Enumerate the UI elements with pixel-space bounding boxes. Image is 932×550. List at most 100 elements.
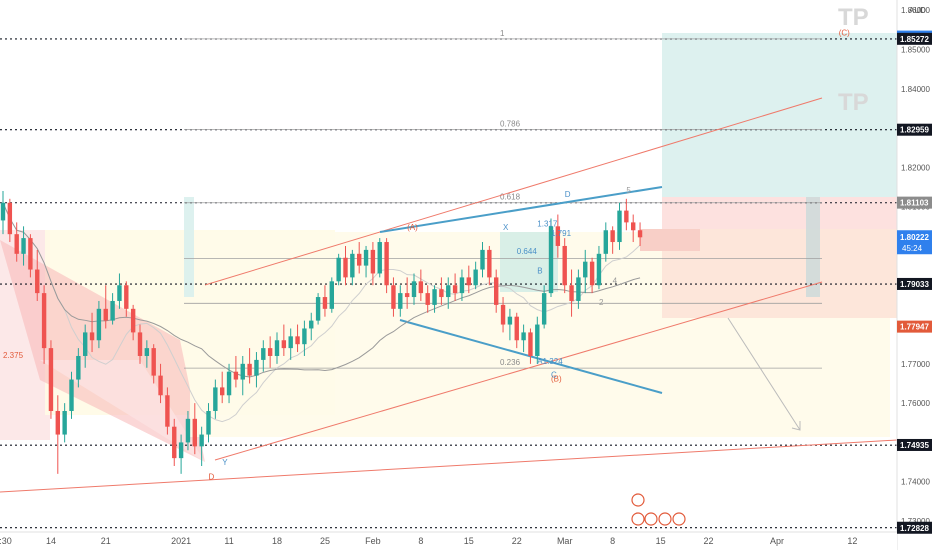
wave-label: A1.324 [537,357,563,366]
candle-body [459,277,465,294]
time-axis-bg [0,532,897,550]
wave-label: 2 [599,298,604,307]
wave-label: X [503,223,509,232]
tp-marks: TP TP [838,4,869,116]
candle-body [637,230,643,238]
candle-body [583,261,588,278]
candle-body [28,238,33,270]
candle-body [404,293,410,298]
candle-body [35,269,40,294]
diagonal-lower-blue [399,319,663,394]
price-tag: 1.79033 [897,277,932,290]
candle-body [130,308,136,333]
candle-body [521,332,526,341]
channel-upper-red [204,97,823,286]
wave-label: C [551,371,557,380]
candle-body [213,387,218,411]
event-icon [631,493,645,507]
candle-body [315,297,321,321]
time-tick: 3:30 [0,536,12,546]
price-tick: 1.76000 [901,399,930,408]
candle-body [439,289,444,298]
price-tag: 1.74935 [897,438,932,451]
price-tick: 1.74000 [901,478,930,487]
time-tick: 8 [418,536,423,546]
price-tick: 1.77000 [901,360,930,369]
candle-body [158,375,163,396]
trend-channel [0,97,898,493]
candle-body [343,257,348,278]
long-support-red [0,439,898,493]
candle-body [124,285,129,309]
price-tag: 1.81103 [897,196,932,209]
time-axis[interactable]: 3:30 14 21 2021 11 18 25 Feb 8 15 22 Mar 8 15 22 Apr 12 [0,531,897,550]
price-tag-text: 1.82959 [900,126,929,135]
time-ticks: 3:30 14 21 2021 11 18 25 Feb 8 15 22 Mar 8 15 22 Apr 12 [0,536,857,546]
candle-body [398,293,403,309]
candle-body [69,379,74,411]
candle-body [535,324,540,356]
price-tag-text: 1.85272 [900,35,929,44]
event-icons[interactable] [631,493,686,526]
countdown-text: 45:24 [902,244,923,253]
projection-arrow [727,317,801,431]
candle-body [466,277,471,286]
candle-body [473,269,478,286]
candle-body [261,348,266,360]
price-tag-bg [897,277,932,290]
candle-body [199,434,204,447]
candle-body [569,285,574,301]
candle-body [391,285,396,309]
candle-body [89,332,95,341]
candle-body [110,300,115,321]
candle-body [21,238,26,254]
price-axis[interactable]: AUD 1.860001.850001.840001.830001.820001… [896,0,932,550]
candle-body [226,371,232,396]
wave-label: 2.375 [3,351,24,360]
candle-body [103,308,108,321]
candle-body [172,426,177,459]
candle-body [281,340,287,349]
candle-body [41,293,47,349]
wave-label: 0.644 [517,247,538,256]
candle-body [144,348,150,356]
candle-body [507,316,513,325]
candle-body [528,332,533,356]
harmonic-zone-blue [500,232,558,292]
wave-label: 5 [626,186,631,195]
price-axis-bg [897,0,932,550]
candle-body [446,285,451,298]
price-tag-text: 1.79033 [900,280,929,289]
candle-body [96,308,102,341]
price-tick: 1.85000 [901,46,930,55]
candle-body [562,245,567,286]
tp-label-top: TP [838,4,869,31]
candle-body [0,202,6,221]
price-tick: 1.84000 [901,85,930,94]
candle-body [192,418,197,447]
candle-body [384,242,389,286]
candles [0,190,643,474]
candle-body [137,332,143,356]
candle-body [487,249,492,278]
range-box-left [184,197,194,297]
event-icon [631,512,645,526]
wave-label: D [209,473,215,482]
candle-body [247,363,252,376]
candle-body [541,293,547,325]
diagonal-upper-blue [379,186,663,233]
sl-red-zone [662,197,897,229]
time-tick: 14 [46,536,56,546]
price-tags: 1.853291.852721.829591.811031.790331.779… [897,30,932,534]
candle-body [267,348,273,356]
price-tag-text: 1.72828 [900,524,929,533]
candle-body [425,293,430,305]
projection-arrowhead [791,421,801,431]
current-price-text: 1.80222 [900,233,929,242]
time-tick: 2021 [171,536,191,546]
candle-body [117,285,122,301]
drawing-zones [0,33,897,462]
price-tag-bg [897,438,932,451]
